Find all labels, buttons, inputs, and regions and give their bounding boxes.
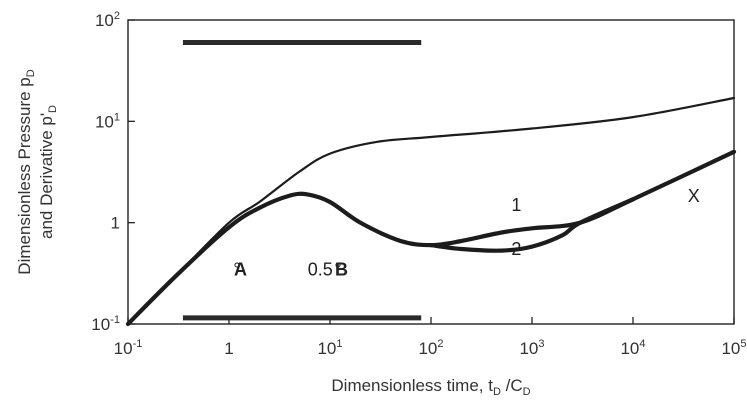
- annotation-label: 2: [511, 239, 521, 259]
- x-tick-label: 102: [418, 338, 443, 358]
- y-axis-label-line2: and Derivative p'D: [37, 105, 59, 239]
- x-tick-label: 10-1: [114, 338, 143, 358]
- annotation-label: 1: [511, 195, 521, 215]
- y-axis-label-line1: Dimensionless Pressure pD: [15, 69, 37, 274]
- series-line: [125, 149, 737, 327]
- series-line: [428, 197, 636, 253]
- annotation-label: °: [334, 260, 341, 280]
- annotation-label: X: [688, 186, 700, 206]
- x-tick-label: 103: [519, 338, 544, 358]
- y-tick-label: 102: [95, 10, 120, 30]
- series-line: [126, 96, 736, 326]
- annotation-label: A: [234, 260, 247, 280]
- y-tick-label: 1: [111, 214, 120, 233]
- y-tick-label: 101: [95, 111, 120, 131]
- x-tick-label: 105: [721, 338, 746, 358]
- x-tick-label: 101: [317, 338, 342, 358]
- x-axis-label: Dimensionless time, tD /CD: [331, 376, 530, 398]
- annotation-label: 0.5: [308, 260, 333, 280]
- y-tick-label: 10-1: [91, 314, 120, 334]
- annotation-label: °: [233, 260, 240, 280]
- plot-frame: [127, 19, 735, 325]
- annotation-label: B: [335, 260, 348, 280]
- x-tick-label: 1: [224, 339, 233, 358]
- x-tick-label: 104: [620, 338, 645, 358]
